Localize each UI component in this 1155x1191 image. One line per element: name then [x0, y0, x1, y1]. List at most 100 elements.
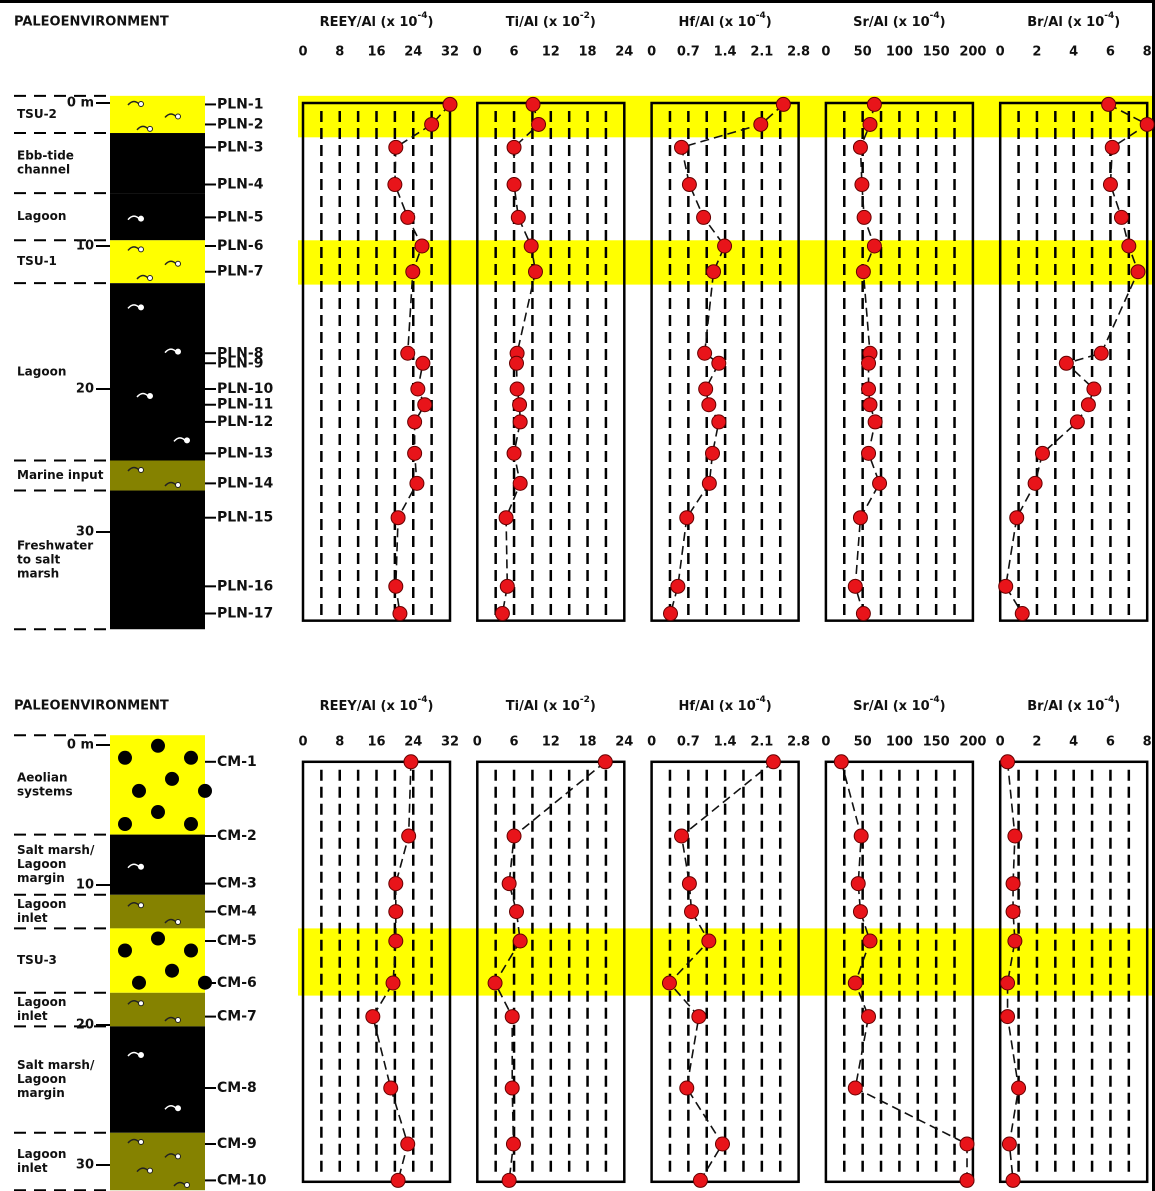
- chart-title-text: Ti/Al (x 10: [506, 699, 580, 714]
- data-point: [509, 381, 525, 397]
- data-point: [959, 1136, 975, 1152]
- chart-title: Hf/Al (x 10-4): [678, 11, 771, 30]
- data-point: [847, 1080, 863, 1096]
- chart-title-exponent: -4: [756, 695, 766, 705]
- sample-label: PLN-14: [217, 475, 273, 491]
- data-point: [696, 209, 712, 225]
- sample-label: CM-6: [217, 975, 257, 991]
- data-point: [1000, 975, 1016, 991]
- data-point: [691, 1009, 707, 1025]
- x-tick-label: 6: [510, 45, 519, 60]
- x-tick-label: 150: [923, 735, 950, 750]
- data-point: [506, 828, 522, 844]
- data-point: [852, 510, 868, 526]
- x-tick-label: 0: [647, 735, 656, 750]
- sample-label: PLN-11: [217, 397, 273, 413]
- data-point: [509, 355, 524, 371]
- data-point: [684, 904, 699, 920]
- layer-label: Lagoon: [17, 364, 66, 378]
- data-point: [597, 754, 613, 770]
- data-point: [400, 1136, 416, 1152]
- data-point: [711, 355, 727, 371]
- pattern-dot: [132, 975, 146, 990]
- pattern-dot: [118, 943, 132, 958]
- sample-label: PLN-5: [217, 209, 263, 225]
- data-point: [388, 904, 404, 920]
- layer: [110, 240, 205, 284]
- chart-title-text: Sr/Al (x 10: [853, 699, 930, 714]
- pattern-shell-head: [175, 1105, 181, 1112]
- data-point: [1130, 264, 1146, 280]
- data-point: [385, 975, 401, 991]
- data-point: [510, 209, 526, 225]
- sample-label: PLN-12: [217, 414, 273, 430]
- data-point: [1139, 116, 1155, 132]
- data-point: [504, 1080, 520, 1096]
- chart-title-suffix: ): [590, 15, 596, 30]
- x-tick-label: 16: [367, 735, 385, 750]
- data-point: [866, 96, 882, 112]
- chart-title: Hf/Al (x 10-4): [678, 695, 771, 714]
- x-tick-label: 12: [542, 45, 560, 60]
- data-point: [494, 606, 510, 622]
- x-tick-label: 200: [959, 45, 986, 60]
- data-point: [663, 606, 678, 622]
- sample-label: PLN-2: [217, 116, 263, 132]
- chart-title-suffix: ): [590, 699, 596, 714]
- chart-box: [998, 760, 1149, 1184]
- pattern-shell-head: [184, 1182, 190, 1189]
- data-point: [679, 1080, 695, 1096]
- data-point: [506, 139, 522, 155]
- data-point: [512, 475, 528, 491]
- chart-box: [476, 101, 626, 622]
- data-point: [424, 116, 440, 132]
- pattern-shell-head: [138, 467, 144, 474]
- data-point: [442, 96, 458, 112]
- data-point: [1101, 96, 1117, 112]
- depth-tick-label: 30: [76, 525, 94, 540]
- x-tick-label: 4: [1069, 735, 1078, 750]
- layer-label: TSU-2: [17, 107, 57, 121]
- pattern-shell-head: [175, 482, 181, 489]
- layer: [110, 1026, 205, 1133]
- chart-title: Ti/Al (x 10-2): [506, 695, 596, 714]
- data-point: [506, 177, 522, 193]
- x-tick-label: 6: [510, 735, 519, 750]
- data-point: [1034, 445, 1050, 461]
- data-point: [409, 475, 425, 491]
- data-point: [383, 1080, 399, 1096]
- pattern-shell-head: [138, 101, 144, 108]
- data-point: [505, 1136, 521, 1152]
- x-tick-label: 8: [335, 45, 344, 60]
- data-point: [1007, 828, 1023, 844]
- x-tick-label: 8: [1143, 45, 1152, 60]
- x-tick-label: 2.1: [750, 45, 773, 60]
- data-point: [527, 264, 543, 280]
- chart-title-suffix: ): [1114, 15, 1120, 30]
- data-point: [1086, 381, 1102, 397]
- sample-label: PLN-6: [217, 238, 263, 254]
- chart-title-text: Sr/Al (x 10: [853, 15, 930, 30]
- pattern-dot: [198, 783, 212, 798]
- data-point: [1058, 355, 1074, 371]
- chart-title: REEY/Al (x 10-4): [320, 695, 434, 714]
- data-point: [852, 904, 868, 920]
- data-point: [1113, 209, 1129, 225]
- pattern-shell-head: [147, 1167, 153, 1174]
- x-tick-label: 12: [542, 735, 560, 750]
- data-point: [1093, 345, 1109, 361]
- x-tick-label: 50: [854, 735, 872, 750]
- sample-label: PLN-7: [217, 264, 263, 280]
- layer-label: Lagoon: [17, 1147, 66, 1161]
- pattern-shell-head: [138, 304, 144, 311]
- data-point: [417, 397, 433, 413]
- chart-title-exponent: -4: [930, 695, 940, 705]
- data-point: [390, 510, 406, 526]
- data-point: [1000, 1009, 1016, 1025]
- data-point: [388, 139, 404, 155]
- data-point: [706, 264, 722, 280]
- layer-label: TSU-1: [17, 254, 57, 268]
- data-point: [1009, 510, 1025, 526]
- pattern-dot: [118, 750, 132, 765]
